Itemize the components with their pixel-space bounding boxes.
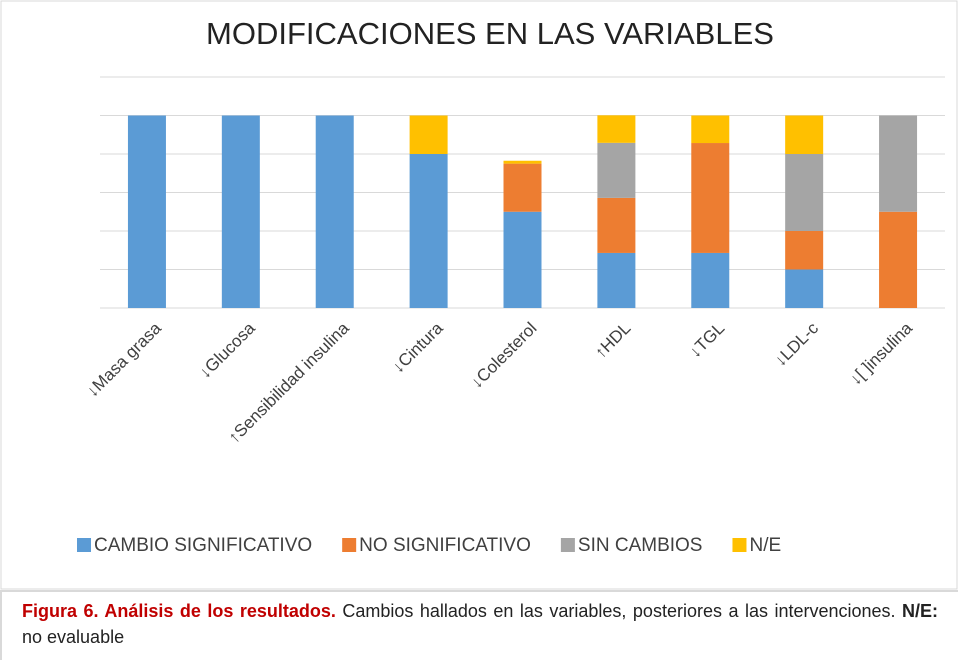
bar-segment (879, 115, 918, 212)
caption-note-text: no evaluable (22, 627, 125, 647)
bar-segment (785, 154, 824, 231)
bar-segment (409, 115, 448, 154)
bar-segment (315, 115, 354, 308)
bar-segment (597, 115, 636, 143)
bar-segment (597, 197, 636, 253)
bar-segment (691, 252, 730, 308)
bar-segment (409, 154, 448, 308)
legend-label: NO SIGNIFICATIVO (359, 535, 531, 556)
legend-label: SIN CAMBIOS (578, 535, 703, 556)
caption-note-label: N/E: (902, 601, 938, 621)
legend-swatch (342, 538, 357, 552)
bar-segment (785, 115, 824, 154)
bar-segment (597, 252, 636, 308)
legend-swatch (560, 538, 575, 552)
bar-segment (221, 115, 260, 308)
caption-label: Figura 6. Análisis de los resultados. (22, 601, 336, 621)
chart: MODIFICACIONES EN LAS VARIABLES ↓Masa gr… (0, 0, 958, 590)
chart-title: MODIFICACIONES EN LAS VARIABLES (206, 16, 774, 51)
bar-segment (503, 211, 542, 308)
caption-text: Cambios hallados en las variables, poste… (335, 601, 902, 621)
bar-segment (785, 269, 824, 308)
bar-segment (691, 143, 730, 253)
bar-segment (691, 115, 730, 144)
bar-segment (597, 142, 636, 198)
legend-label: CAMBIO SIGNIFICATIVO (94, 535, 312, 556)
bar-segment (879, 211, 918, 308)
bar-segment (127, 115, 166, 308)
bar-segment (503, 163, 542, 212)
legend-label: N/E (749, 535, 781, 556)
legend-swatch (77, 538, 91, 552)
caption: Figura 6. Análisis de los resultados. Ca… (0, 590, 958, 660)
legend-swatch (732, 538, 747, 552)
bar-segment (785, 231, 824, 270)
bar-segment (503, 160, 542, 164)
